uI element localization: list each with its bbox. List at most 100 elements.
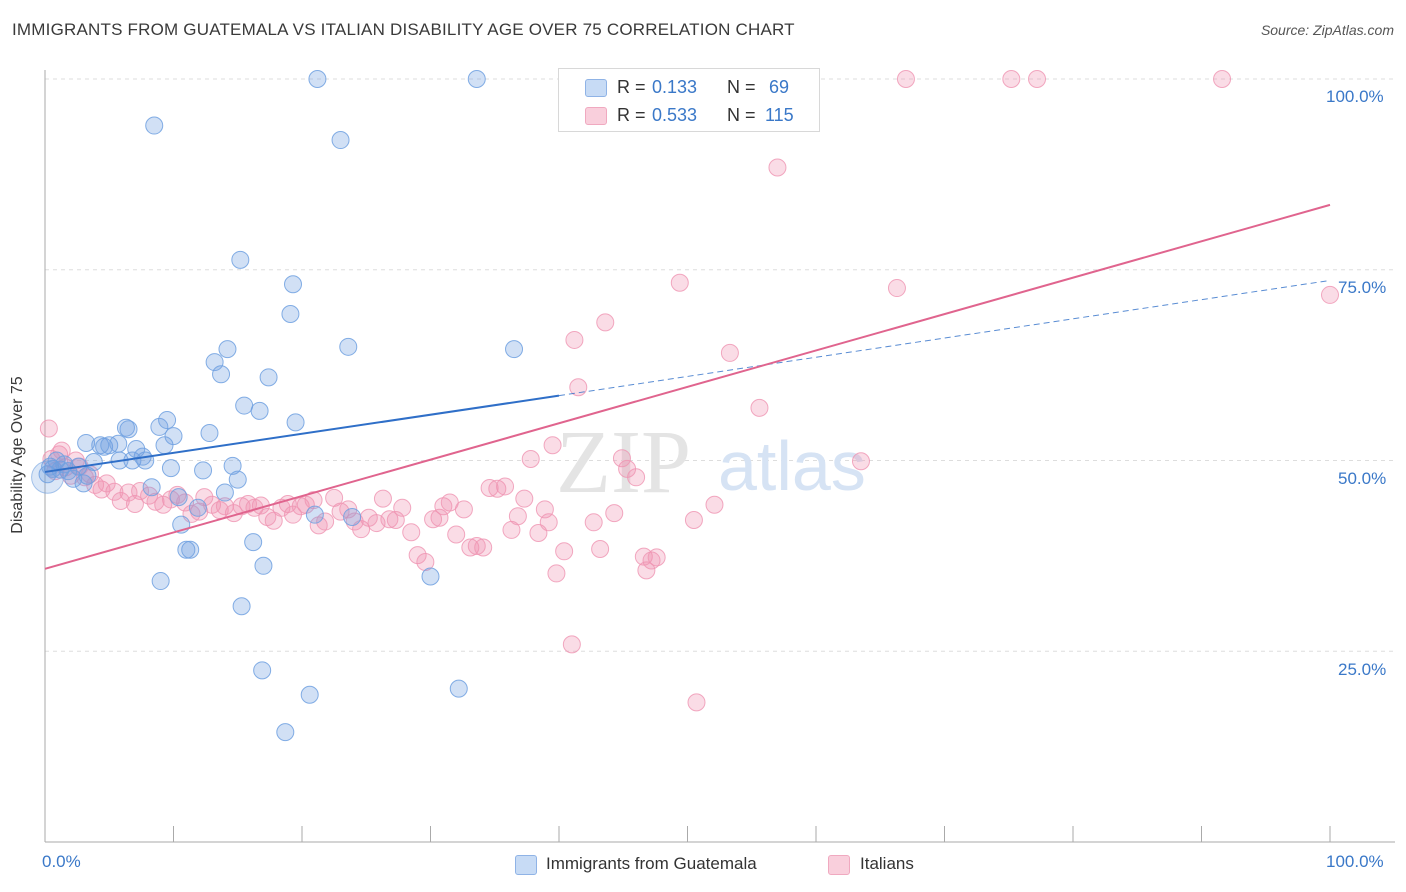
- italians-trend-line: [44, 203, 1331, 570]
- guatemala-point: [142, 478, 161, 497]
- x-tick-100: 100.0%: [1326, 852, 1384, 871]
- guatemala-point: [343, 507, 362, 526]
- watermark: ZIP atlas: [556, 413, 866, 512]
- italians-point: [86, 475, 105, 494]
- italians-point: [562, 635, 581, 654]
- guatemala-point: [250, 401, 269, 420]
- stats-row-guatemala: R = 0.133 N = 69: [559, 74, 819, 102]
- guatemala-point: [119, 420, 138, 439]
- italians-point: [547, 564, 566, 583]
- guatemala-point: [253, 661, 272, 680]
- italians-point: [480, 478, 499, 497]
- italians-point: [684, 511, 703, 530]
- guatemala-point: [218, 340, 237, 359]
- guatemala-points: [31, 70, 524, 742]
- guatemala-point: [305, 505, 324, 524]
- legend: Immigrants from Guatemala Italians: [0, 852, 1406, 878]
- guatemala-point: [145, 116, 164, 135]
- italians-point: [1002, 70, 1021, 88]
- italians-point: [430, 508, 449, 527]
- guatemala-point: [232, 597, 251, 616]
- italians-point: [642, 551, 661, 570]
- watermark-atlas: atlas: [718, 427, 866, 505]
- guatemala-point: [150, 417, 169, 436]
- guatemala-point: [215, 483, 234, 502]
- italians-point: [52, 441, 71, 460]
- italians-point: [1028, 70, 1047, 88]
- italians-n-value: 115: [765, 105, 794, 125]
- italians-point: [521, 449, 540, 468]
- italians-point: [496, 477, 515, 496]
- italians-point: [474, 538, 493, 557]
- legend-italians-label: Italians: [860, 854, 914, 873]
- y-tick-50: 50.0%: [1338, 469, 1387, 488]
- italians-point: [627, 468, 646, 487]
- guatemala-point: [421, 567, 440, 586]
- italians-point: [1213, 70, 1232, 88]
- n-label: N =: [727, 77, 756, 97]
- italians-point: [424, 510, 443, 529]
- italians-point: [402, 523, 421, 542]
- guatemala-point: [151, 572, 170, 591]
- italians-point: [461, 538, 480, 557]
- guatemala-point: [467, 70, 486, 88]
- guatemala-point: [276, 723, 295, 742]
- source-label: Source: ZipAtlas.com: [1260, 22, 1394, 38]
- guatemala-point: [100, 436, 119, 455]
- guatemala-point: [228, 470, 247, 489]
- legend-guatemala-swatch: [515, 855, 537, 875]
- guatemala-point: [200, 424, 219, 443]
- italians-point: [670, 273, 689, 292]
- guatemala-point: [223, 456, 242, 475]
- trend-lines: [44, 203, 1331, 570]
- legend-italians-swatch: [828, 855, 850, 875]
- guatemala-point: [331, 131, 350, 150]
- guatemala-point: [300, 685, 319, 704]
- guatemala-point: [212, 365, 231, 384]
- y-tick-100: 100.0%: [1326, 87, 1384, 106]
- italians-point: [887, 279, 906, 298]
- guatemala-n-value: 69: [769, 77, 790, 97]
- guatemala-point: [284, 275, 303, 294]
- guatemala-point: [188, 498, 207, 517]
- italians-point: [768, 158, 787, 177]
- italians-point: [596, 313, 615, 332]
- italians-point: [720, 343, 739, 362]
- guatemala-point: [339, 337, 358, 356]
- italians-point: [515, 489, 534, 508]
- italians-point: [605, 504, 624, 523]
- guatemala-point: [181, 540, 200, 559]
- italians-swatch: [585, 107, 607, 125]
- guatemala-point: [194, 461, 213, 480]
- italians-point: [393, 498, 412, 517]
- italians-point: [467, 536, 486, 555]
- guatemala-point: [505, 340, 524, 359]
- italians-point: [508, 507, 527, 526]
- guatemala-point: [281, 305, 300, 324]
- italians-point: [39, 419, 58, 438]
- guatemala-point: [77, 433, 96, 452]
- guatemala-point: [84, 453, 103, 472]
- guatemala-point: [244, 533, 263, 552]
- guatemala-point: [308, 70, 327, 88]
- r-label: R =: [617, 105, 646, 125]
- guatemala-point: [254, 556, 273, 575]
- guatemala-point: [158, 411, 177, 430]
- italians-point: [591, 540, 610, 559]
- italians-point: [119, 483, 138, 502]
- guatemala-point: [235, 396, 254, 415]
- guatemala-point: [449, 679, 468, 698]
- italians-point: [612, 449, 631, 468]
- stats-row-italians: R = 0.533 N = 115: [559, 102, 819, 130]
- italians-point: [555, 542, 574, 561]
- watermark-zip: ZIP: [556, 413, 691, 512]
- italians-point: [380, 510, 399, 529]
- italians-point: [316, 512, 335, 531]
- italians-point: [373, 489, 392, 508]
- guatemala-point: [31, 460, 65, 494]
- r-label: R =: [617, 77, 646, 97]
- guatemala-point: [231, 250, 250, 269]
- italians-point: [543, 436, 562, 455]
- axes: [44, 70, 1395, 843]
